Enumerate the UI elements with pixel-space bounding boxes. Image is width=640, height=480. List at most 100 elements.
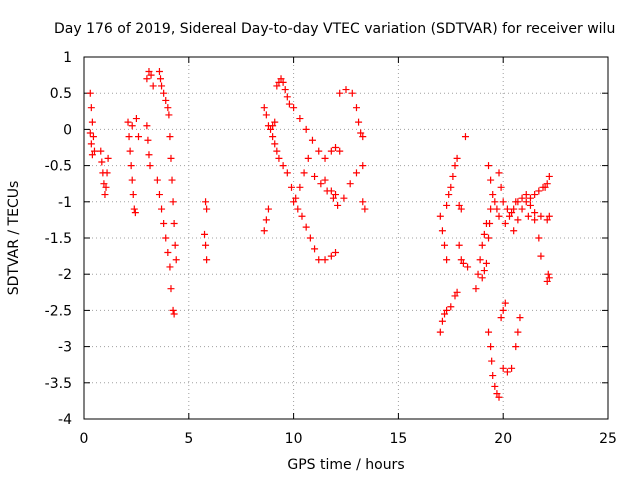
data-point [522, 191, 530, 199]
data-point [447, 183, 455, 191]
data-point [531, 216, 539, 224]
data-point [283, 93, 291, 101]
tick-layer: 0 5 10 15 20 25 -4 -3.5 -3 -2.5 -2 -1.5 -1 -0.5 0 0.5 1 [45, 50, 617, 447]
x-tick-label: 25 [599, 431, 617, 447]
data-point [332, 191, 340, 199]
data-point [480, 267, 488, 275]
data-point [497, 183, 505, 191]
data-point [160, 220, 168, 228]
data-points [86, 67, 553, 401]
data-point [264, 205, 272, 213]
data-point [290, 104, 298, 112]
data-point [260, 227, 268, 235]
data-point [478, 274, 486, 282]
data-point [526, 194, 534, 202]
data-point [292, 194, 300, 202]
data-point [273, 82, 281, 90]
data-point [290, 198, 298, 206]
data-point [315, 256, 323, 264]
data-point [447, 303, 455, 311]
data-point [98, 158, 106, 166]
data-point [464, 263, 472, 271]
data-point [88, 118, 96, 126]
data-point [128, 176, 136, 184]
x-tick-label: 20 [494, 431, 512, 447]
data-point [203, 256, 211, 264]
data-point [508, 364, 516, 372]
x-axis-label: GPS time / hours [287, 457, 404, 473]
y-tick-label: 0 [63, 122, 72, 138]
data-point [311, 172, 319, 180]
data-point [144, 136, 152, 144]
y-tick-label: 1 [63, 50, 72, 66]
data-point [155, 191, 163, 199]
data-point [260, 104, 268, 112]
data-point [332, 248, 340, 256]
data-point [131, 209, 139, 217]
chart-title: Day 176 of 2019, Sidereal Day-to-day VTE… [54, 21, 615, 37]
y-tick-label: -2 [58, 267, 72, 283]
data-point [315, 147, 323, 155]
data-point [499, 306, 507, 314]
data-point [202, 198, 210, 206]
data-point [327, 252, 335, 260]
data-point [541, 183, 549, 191]
data-point [306, 234, 314, 242]
data-point [158, 205, 166, 213]
data-point [89, 133, 97, 141]
data-point [300, 169, 308, 177]
y-tick-label: -1.5 [45, 231, 72, 247]
data-point [90, 147, 98, 155]
data-point [267, 125, 275, 133]
data-point [514, 216, 522, 224]
data-point [455, 201, 463, 209]
data-point [143, 122, 151, 130]
data-point [472, 285, 480, 293]
data-point [149, 82, 157, 90]
data-point [262, 216, 270, 224]
data-point [495, 212, 503, 220]
data-point [487, 176, 495, 184]
data-point [285, 100, 293, 108]
data-point [543, 216, 551, 224]
data-point [352, 169, 360, 177]
data-point [340, 194, 348, 202]
data-point [361, 205, 369, 213]
data-point [128, 122, 136, 130]
data-point [359, 133, 367, 141]
data-point [308, 136, 316, 144]
data-point [342, 86, 350, 94]
data-point [508, 209, 516, 217]
data-point [158, 82, 166, 90]
data-point [169, 306, 177, 314]
data-point [493, 205, 501, 213]
y-tick-label: -0.5 [45, 159, 72, 175]
data-point [271, 140, 279, 148]
data-point [436, 212, 444, 220]
data-point [279, 162, 287, 170]
data-point [336, 147, 344, 155]
data-point [443, 306, 451, 314]
data-point [359, 198, 367, 206]
data-point [474, 270, 482, 278]
data-point [522, 198, 530, 206]
data-point [531, 209, 539, 217]
data-point [334, 201, 342, 209]
data-point [273, 147, 281, 155]
data-point [457, 205, 465, 213]
data-point [485, 328, 493, 336]
data-point [510, 205, 518, 213]
data-point [453, 288, 461, 296]
data-point [203, 205, 211, 213]
data-point [355, 118, 363, 126]
data-point [514, 328, 522, 336]
y-tick-label: -1 [58, 195, 72, 211]
data-point [145, 67, 153, 75]
data-point [537, 252, 545, 260]
data-point [146, 162, 154, 170]
data-point [166, 263, 174, 271]
data-point [321, 256, 329, 264]
data-point [281, 86, 289, 94]
data-point [531, 191, 539, 199]
x-tick-label: 5 [184, 431, 193, 447]
